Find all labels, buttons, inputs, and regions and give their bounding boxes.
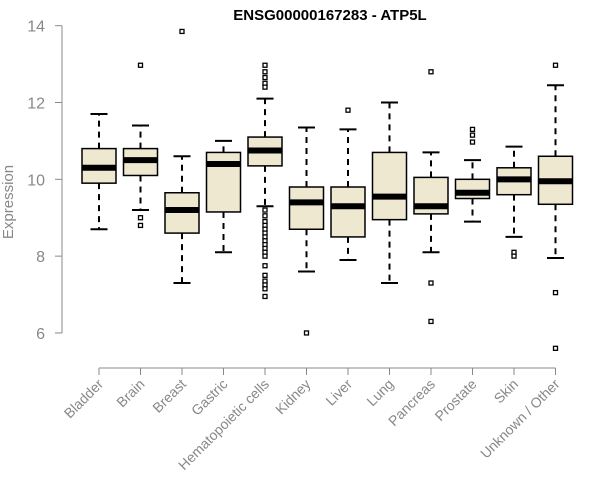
x-tick-label: Brain — [113, 376, 147, 410]
x-tick-label: Unknown / Other — [477, 376, 563, 462]
outlier-point — [469, 132, 476, 138]
x-tick-label: Bladder — [61, 376, 107, 422]
box-group-pancreas — [413, 69, 449, 325]
outlier-point — [179, 28, 185, 35]
outlier-point — [428, 280, 434, 286]
outlier-point — [262, 263, 268, 269]
outlier-point — [469, 126, 476, 133]
outlier-point — [137, 215, 144, 221]
chart-title: ENSG00000167283 - ATP5L — [233, 7, 427, 24]
box-group-hematopoietic-cells — [247, 62, 283, 300]
box-group-breast — [164, 28, 200, 285]
box-group-liver — [330, 107, 366, 261]
outlier-point — [262, 286, 268, 292]
outlier-point — [262, 213, 268, 219]
outlier-point — [552, 62, 559, 68]
y-tick-label: 8 — [36, 249, 45, 266]
x-tick-label: Liver — [322, 376, 355, 409]
x-tick-label: Breast — [149, 376, 189, 416]
iqr-box — [371, 151, 408, 221]
x-tick-label: Prostate — [431, 376, 479, 424]
x-tick-label: Skin — [491, 376, 522, 407]
outlier-point — [262, 62, 268, 68]
y-tick-label: 12 — [27, 96, 45, 113]
outlier-point — [469, 139, 476, 145]
x-tick-label: Kidney — [272, 376, 314, 418]
outlier-point — [262, 207, 268, 213]
y-tick-label: 6 — [36, 326, 45, 343]
y-axis-label: Expression — [0, 165, 17, 239]
outlier-point — [262, 272, 268, 278]
y-tick-label: 14 — [27, 19, 45, 36]
outlier-point — [552, 289, 559, 296]
box-group-skin — [496, 145, 532, 259]
box-group-bladder — [81, 113, 117, 231]
outlier-point — [262, 74, 268, 81]
box-group-brain — [122, 62, 159, 229]
box-group-unknown-other — [537, 62, 574, 351]
outlier-point — [262, 84, 268, 90]
outlier-point — [345, 107, 351, 113]
outlier-point — [262, 293, 268, 300]
box-group-lung — [371, 101, 408, 285]
outlier-point — [262, 69, 268, 75]
iqr-box — [330, 186, 366, 238]
outlier-point — [137, 62, 144, 68]
outlier-point — [262, 253, 268, 259]
box-group-gastric — [205, 139, 242, 254]
y-tick-label: 10 — [27, 172, 45, 189]
x-tick-label: Lung — [363, 376, 396, 409]
box-group-kidney — [288, 126, 325, 336]
iqr-box — [288, 186, 325, 230]
outlier-point — [428, 69, 434, 75]
outlier-point — [137, 222, 144, 229]
outlier-point — [552, 345, 559, 351]
outlier-point — [303, 330, 310, 336]
outlier-point — [511, 253, 517, 259]
box-group-prostate — [454, 126, 491, 223]
outlier-point — [428, 318, 434, 325]
